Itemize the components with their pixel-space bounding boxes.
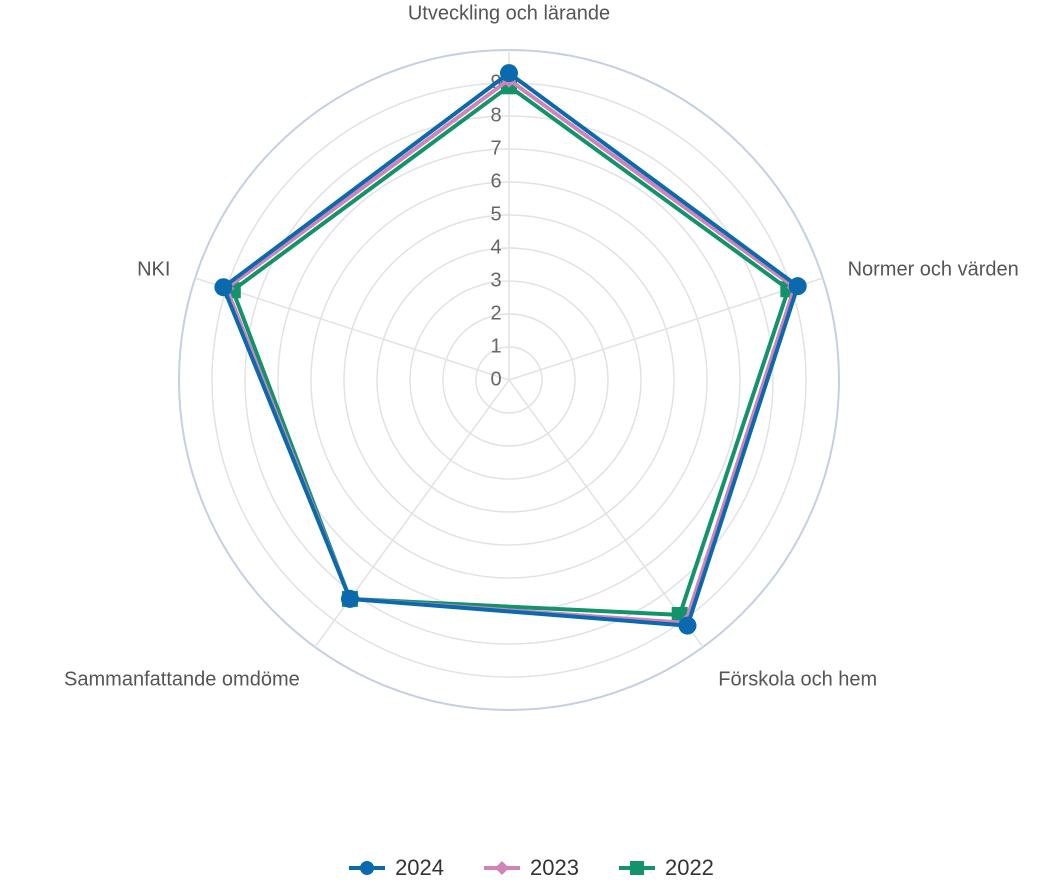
series-line: [230, 84, 791, 617]
legend-item-2024[interactable]: 2024: [347, 855, 444, 881]
legend: 2024 2023 2022: [0, 850, 1061, 886]
tick-label: 0: [490, 368, 501, 390]
tick-label: 8: [490, 104, 501, 126]
tick-label: 2: [490, 302, 501, 324]
legend-label: 2023: [530, 855, 579, 880]
square-marker-icon: [618, 861, 655, 875]
data-point[interactable]: [340, 589, 359, 608]
axis-label: Förskola och hem: [718, 668, 877, 690]
radar-spokes: [194, 50, 824, 648]
axis-label: Utveckling och lärande: [408, 2, 610, 24]
axis-label: NKI: [137, 258, 170, 280]
axis-spoke: [508, 379, 704, 648]
circle-marker-icon: [349, 861, 386, 875]
legend-item-2022[interactable]: 2022: [617, 855, 714, 881]
data-point[interactable]: [500, 64, 518, 83]
data-point[interactable]: [214, 278, 233, 297]
tick-label: 4: [490, 236, 501, 258]
tick-label: 1: [490, 335, 501, 357]
axis-label: Sammanfattande omdöme: [64, 668, 300, 690]
data-point[interactable]: [788, 277, 807, 296]
tick-label: 6: [490, 170, 501, 192]
legend-label: 2024: [395, 855, 445, 880]
diamond-marker-icon: [484, 861, 521, 875]
tick-label: 7: [490, 137, 501, 159]
series-2024: [214, 64, 807, 635]
tick-label: 3: [490, 269, 501, 291]
series-line: [221, 71, 800, 628]
axis-labels: Utveckling och lärande Normer och värden F…: [64, 2, 1019, 690]
tick-label: 5: [490, 203, 501, 225]
series-layer: [214, 64, 807, 635]
data-point[interactable]: [678, 616, 697, 635]
axis-spoke: [194, 277, 510, 381]
axis-spoke: [508, 277, 824, 381]
axis-label: Normer och värden: [848, 258, 1019, 280]
legend-item-2023[interactable]: 2023: [482, 855, 579, 881]
legend-label: 2022: [664, 855, 714, 880]
